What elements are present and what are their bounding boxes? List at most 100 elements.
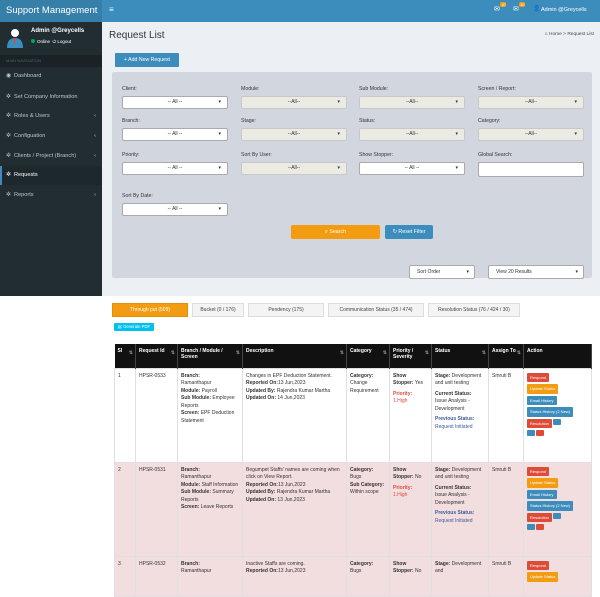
cell-priority: Show Stopper: No: [389, 555, 432, 597]
sort-icon: ⇅: [382, 350, 387, 356]
col-sl[interactable]: Sl ⇅: [114, 344, 136, 368]
power-icon: ⏻: [52, 39, 57, 44]
logout-link[interactable]: Logout: [57, 39, 72, 44]
tab-bucket[interactable]: Bucket (0 / 176): [192, 303, 244, 317]
chevron-left-icon: ‹: [94, 192, 96, 198]
tab-resolution-status[interactable]: Resolution Status (76 / 424 / 30): [428, 303, 520, 317]
cell-priority: Show Stopper: No Priority: 1.High: [389, 461, 432, 557]
status-history-button[interactable]: Status History (2 New): [527, 501, 574, 511]
chevron-left-icon: ‹: [94, 133, 96, 139]
notifications-icon[interactable]: ✉ 10: [494, 2, 507, 13]
page-title: Request List: [109, 30, 165, 41]
content-area: Request List ⌂ Home > Request List + Add…: [102, 22, 600, 296]
sidebar-item-configuation[interactable]: ✲ Configuation ‹: [0, 127, 102, 146]
refresh-icon: ↻: [392, 229, 397, 235]
search-button[interactable]: ⌕ Search: [291, 225, 380, 239]
tab-pendency[interactable]: Pendency (175): [248, 303, 324, 317]
screen-select[interactable]: --All--: [478, 96, 584, 109]
col-branch[interactable]: Branch / Module / Screen ⇅: [177, 344, 243, 368]
update-status-button[interactable]: Update Status: [527, 572, 559, 582]
sort-icon: ⇅: [170, 350, 175, 356]
online-dot-icon: [31, 39, 35, 43]
respond-button[interactable]: Respond: [527, 372, 550, 382]
cell-actions: Respond Update Status: [523, 555, 592, 597]
stage-select[interactable]: --All--: [241, 128, 347, 141]
cell-request-id: HPSR-0533: [135, 367, 178, 463]
show-stopper-label: Show Stopper:: [359, 152, 394, 158]
sort-by-date-select[interactable]: -- All --: [122, 203, 228, 216]
cell-assign: Smruti B: [488, 461, 524, 557]
breadcrumb-home[interactable]: Home: [549, 32, 562, 37]
app-title[interactable]: Support Management: [0, 0, 102, 22]
view-results-select[interactable]: View 20 Results: [488, 265, 584, 279]
submodule-select[interactable]: --All--: [359, 96, 465, 109]
tab-communication-status[interactable]: Communication Status (35 / 474): [328, 303, 424, 317]
cell-status: Stage: Development and unit testing Curr…: [431, 461, 489, 557]
show-stopper-select[interactable]: -- All --: [359, 162, 465, 175]
cell-assign: Smruti B: [488, 555, 524, 597]
generate-pdf-button[interactable]: ▤ Generate PDF: [114, 323, 154, 331]
sidebar-item-requests[interactable]: ✲ Requests: [0, 166, 102, 185]
topbar-user-name[interactable]: Admin @Greycells: [541, 7, 587, 13]
cell-sl: 3: [114, 555, 136, 597]
resolution-button[interactable]: Resolution: [527, 418, 552, 428]
sidebar-item-reports[interactable]: ✲ Reports ‹: [0, 186, 102, 205]
category-select[interactable]: --All--: [478, 128, 584, 141]
messages-icon[interactable]: ✉ 10: [513, 2, 526, 13]
add-new-request-button[interactable]: + Add New Request: [115, 53, 179, 67]
col-status[interactable]: Status ⇅: [431, 344, 489, 368]
respond-button[interactable]: Respond: [527, 560, 550, 570]
sidebar-item-clients[interactable]: ✲ Clients / Project (Branch) ‹: [0, 147, 102, 166]
menu-toggle-icon[interactable]: ≡: [109, 5, 114, 14]
cell-actions: Respond Update Status Email History Stat…: [523, 461, 592, 557]
sidebar-item-dashboard[interactable]: ◉ Dashboard: [0, 67, 102, 86]
col-category[interactable]: Category ⇅: [346, 344, 390, 368]
priority-select[interactable]: -- All --: [122, 162, 228, 175]
chevron-left-icon: ‹: [94, 153, 96, 159]
client-select[interactable]: -- All --: [122, 96, 228, 109]
filter-panel: Client: -- All -- Module: --All-- Sub Mo…: [112, 72, 592, 278]
sort-icon: ⇅: [424, 350, 429, 356]
sort-by-user-select[interactable]: --All--: [241, 162, 347, 175]
delete-icon[interactable]: [536, 430, 544, 436]
status-select[interactable]: --All--: [359, 128, 465, 141]
email-history-button[interactable]: Email History: [527, 489, 557, 499]
global-search-label: Global Search:: [478, 152, 513, 158]
delete-icon[interactable]: [536, 524, 544, 530]
screen-label: Screen / Report:: [478, 86, 516, 92]
status-history-button[interactable]: Status History (2 New): [527, 407, 574, 417]
table-row: 3 HPSR-0532 Branch: Ramanthapur Inactive …: [114, 555, 592, 597]
user-icon[interactable]: 👤: [533, 6, 541, 12]
branch-select[interactable]: -- All --: [122, 128, 228, 141]
breadcrumb: ⌂ Home > Request List: [544, 32, 594, 37]
tab-throughput[interactable]: Through put (509): [112, 303, 188, 317]
top-navbar: Support Management ≡ ✉ 10 ✉ 10 👤 Admin @Gr…: [0, 0, 600, 22]
sort-order-select[interactable]: Sort Order: [409, 265, 475, 279]
view-icon[interactable]: [527, 430, 535, 436]
global-search-input[interactable]: [478, 162, 584, 177]
module-select[interactable]: --All--: [241, 96, 347, 109]
email-history-button[interactable]: Email History: [527, 395, 557, 405]
pdf-icon: ▤: [117, 324, 122, 329]
gears-icon: ✲: [6, 94, 12, 100]
dashboard-icon: ◉: [6, 73, 12, 79]
branch-label: Branch:: [122, 118, 140, 124]
reset-filter-button[interactable]: ↻ Reset Filter: [385, 225, 433, 239]
respond-button[interactable]: Respond: [527, 466, 550, 476]
avatar-icon: [7, 29, 23, 48]
col-description[interactable]: Description ⇅: [242, 344, 347, 368]
sort-icon: ⇅: [481, 350, 486, 356]
view-icon[interactable]: [527, 524, 535, 530]
update-status-button[interactable]: Update Status: [527, 478, 559, 488]
edit-icon[interactable]: [553, 512, 562, 519]
col-request-id[interactable]: Request Id ⇅: [135, 344, 178, 368]
col-assign[interactable]: Assign To ⇅: [488, 344, 524, 368]
sidebar-item-roles[interactable]: ✲ Roles & Users ‹: [0, 107, 102, 126]
col-priority[interactable]: Priority / Severity ⇅: [389, 344, 432, 368]
update-status-button[interactable]: Update Status: [527, 384, 559, 394]
cell-request-id: HPSR-0531: [135, 461, 178, 557]
sidebar-item-company[interactable]: ✲ Set Company Information: [0, 88, 102, 107]
chevron-left-icon: ‹: [94, 113, 96, 119]
resolution-button[interactable]: Resolution: [527, 512, 552, 522]
edit-icon[interactable]: [553, 418, 562, 425]
